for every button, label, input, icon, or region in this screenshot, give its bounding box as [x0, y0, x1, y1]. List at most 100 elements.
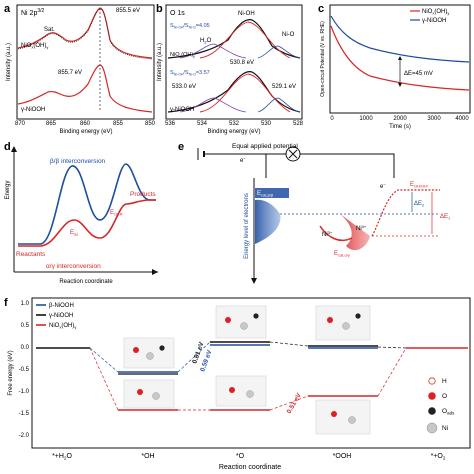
panel-b-xtick: 532: [229, 121, 240, 127]
atom-ni: [348, 416, 356, 424]
panel-c-xtick: 0: [330, 116, 334, 122]
panel-f-ytick: -1.5: [19, 411, 30, 417]
panel-c-xtick: 1000: [359, 116, 373, 122]
panel-e-beta-label-bg: [255, 188, 289, 198]
panel-d-label-beta: β/β interconversion: [50, 158, 106, 165]
panel-e-wire-top-right: [300, 153, 395, 178]
structure-oh-bottom: [123, 379, 175, 409]
panel-a-xtick: 870: [15, 121, 26, 127]
panel-a-sample-top: NiOx(OH)y: [21, 43, 48, 50]
panel-a-xtick: 860: [80, 121, 91, 127]
atom-o: [331, 411, 337, 417]
panel-a-peak-bottom: 855.7 eV: [58, 70, 82, 76]
panel-b-peak-bottom-right: 529.1 eV: [272, 84, 296, 90]
panel-f-connector: [177, 341, 211, 373]
panel-b-bottom-envelope: [167, 71, 301, 113]
atom-o: [133, 347, 139, 353]
panel-a: a Ni 2p3/2 Sat. 855.5 eV NiOx(OH)y 855.7…: [4, 3, 156, 135]
atom-o: [225, 317, 231, 323]
panel-f-step: *O: [236, 453, 245, 460]
panel-b-ratio-bottom: SNi-OH/SNi-O=3.57: [170, 70, 210, 77]
panel-b-top-nioh-peak: [199, 21, 291, 59]
panel-b-frame: [165, 4, 303, 120]
panel-f-connector: [89, 347, 119, 411]
panel-f-xlabel: Reaction coordinate: [219, 464, 281, 471]
panel-f: f Free energy (eV) 1.0 0.5 0.0 -0.5 -1.0…: [4, 297, 471, 471]
panel-c-xticks: 0 1000 2000 3000 4000: [330, 116, 469, 122]
panel-f-letter: f: [4, 297, 8, 309]
panel-d-label-reactants: Reactants: [16, 251, 46, 258]
panel-e-oer-path: [371, 189, 440, 237]
panel-f-ytick: 0.5: [21, 323, 30, 329]
panel-a-top-fit: [17, 7, 153, 59]
panel-d-label-products: Products: [130, 191, 156, 198]
atom-ni: [246, 390, 254, 398]
panel-e-beta-dos: [255, 199, 281, 244]
panel-b-top-nio-peak: [257, 45, 301, 59]
panel-c-delta-label: ΔE=45 mV: [404, 71, 433, 77]
panel-f-step: *OOH: [333, 453, 352, 460]
structure-o-top: [215, 305, 267, 339]
panel-f-ytick: -1.0: [19, 389, 30, 395]
panel-b-xticks: 536 534 532 530 528: [165, 121, 304, 127]
atom-o: [327, 317, 333, 323]
panel-c: c ΔE=45 mV NiOx(OH)y γ-NiOOH Open-circui…: [318, 3, 471, 130]
legend-atom-ni: Ni: [442, 425, 448, 432]
atom-ni: [152, 392, 160, 400]
panel-e-label-ecat-beta-text: Ecat,β/β: [257, 191, 274, 198]
panel-f-connector: [89, 347, 119, 373]
structure-ooh-top: [315, 305, 371, 341]
legend-atom-ni-icon: [426, 422, 438, 434]
panel-f-ylabel: Free energy (eV): [8, 350, 14, 395]
panel-e-transfer-arrow: [319, 225, 353, 242]
panel-b-letter: b: [156, 3, 163, 15]
panel-b-bottom-nio-peak: [257, 97, 301, 113]
panel-f-connector: [269, 395, 309, 411]
panel-f-step: *OH: [141, 453, 154, 460]
panel-e-wire-stub: [180, 154, 198, 160]
panel-f-ytick: 1.0: [21, 301, 30, 307]
panel-a-peak-top: 855.5 eV: [116, 8, 140, 14]
panel-e-label-de1: ΔE1: [440, 214, 451, 221]
panel-a-sample-bottom: γ-NiOOH: [21, 107, 45, 113]
panel-c-xtick: 3000: [427, 116, 441, 122]
atom-ni: [240, 322, 248, 330]
panel-f-structure-oh: [123, 337, 175, 409]
panel-f-legend-beta: β-NiOOH: [49, 303, 74, 309]
panel-f-structure-ooh: [315, 305, 371, 435]
panel-a-letter: a: [4, 3, 11, 15]
panel-a-xtick: 855: [113, 121, 124, 127]
atom-oads: [253, 313, 259, 319]
panel-e-letter: e: [178, 141, 184, 153]
legend-atom-oads: Oads: [442, 408, 455, 416]
panel-f-ytick: -2.0: [19, 433, 30, 439]
panel-c-ylabel: Open-circuit Potential (V vs. RHE): [320, 21, 326, 97]
legend-atom-h-icon: [428, 377, 436, 385]
panel-b-xtick: 534: [197, 121, 208, 127]
panel-d-alpha-curve: [18, 199, 156, 247]
legend-atom-o-icon: [428, 392, 436, 400]
panel-b-peak-top: 530.8 eV: [230, 60, 254, 66]
panel-b-sample-bottom: γ-NiOOH: [170, 107, 194, 113]
panel-f-legend-niox: NiOx(OH)y: [49, 323, 76, 330]
panel-c-xtick: 2000: [393, 116, 407, 122]
panel-a-title: Ni 2p3/2: [21, 8, 45, 17]
panel-f-ytick: 0.0: [21, 345, 30, 351]
panel-b-label-nioh: Ni-OH: [238, 11, 255, 17]
panel-c-letter: c: [318, 3, 324, 15]
panel-b-peak-bottom-left: 533.0 eV: [172, 84, 196, 90]
panel-e-label-ni4: Ni4+: [356, 224, 367, 232]
panel-d-xlabel: Reaction coordinate: [59, 279, 113, 285]
panel-f-step: *+H2O: [52, 453, 72, 461]
panel-a-frame: [16, 4, 155, 120]
panel-a-xtick: 865: [46, 121, 57, 127]
panel-f-steps: *+H2O *OH *O *OOH *+O2: [52, 453, 446, 461]
panel-c-curve-gamma: [330, 15, 470, 63]
panel-e-meter-cross: [288, 149, 298, 159]
panel-b-bottom-nioh-peak: [199, 73, 291, 113]
panel-e-potential-label: Equal applied potential: [232, 143, 298, 150]
panel-c-curve-niox: [330, 25, 470, 91]
panel-e-eminus-left: e−: [240, 156, 246, 164]
atom-oads: [355, 313, 361, 319]
panel-b-ylabel: Intensity (a.u.): [157, 43, 163, 81]
